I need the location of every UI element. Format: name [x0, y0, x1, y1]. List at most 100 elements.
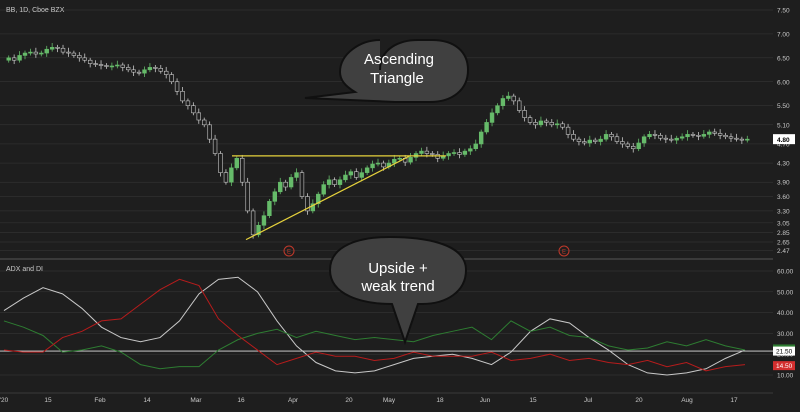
candle-body	[142, 69, 147, 74]
candle-body	[696, 135, 701, 137]
adx-tick-label: 10.00	[777, 373, 794, 380]
candle-body	[446, 153, 451, 157]
candle-body	[527, 117, 533, 123]
candle-body	[538, 120, 544, 126]
candle-body	[364, 167, 370, 173]
candle-body	[305, 196, 310, 212]
time-axis: '20 15 Feb 14 Mar 16 Apr 20 May 18 Jun 15 Jul 20 Aug 17	[0, 392, 773, 404]
candle-body	[316, 193, 321, 205]
candle-body	[337, 179, 343, 185]
candle-body	[582, 141, 587, 144]
badge-label-adx: 21.50	[776, 349, 793, 356]
candle-body	[22, 52, 28, 56]
symbol-label: BB, 1D, Cboe BZX	[6, 7, 65, 14]
price-tick-label: 2.47	[777, 248, 790, 255]
price-tick-label: 5.10	[777, 122, 790, 129]
price-tick-label: 4.30	[777, 161, 790, 168]
candle-body	[636, 142, 641, 150]
candle-body	[587, 139, 592, 144]
candle-body	[690, 134, 696, 136]
candle-body	[712, 131, 717, 134]
earnings-marker[interactable]	[283, 245, 295, 257]
candle-body	[544, 120, 549, 123]
callout-line-1: Upside +	[368, 260, 428, 277]
time-tick-label: Feb	[94, 397, 106, 404]
candle-body	[49, 47, 55, 50]
candle-body	[299, 172, 305, 197]
candle-body	[87, 59, 93, 64]
time-tick-label: Apr	[288, 397, 299, 404]
candle-body	[180, 91, 185, 102]
price-tick-label: 7.50	[777, 8, 790, 15]
candle-body	[506, 95, 511, 99]
candle-body	[516, 100, 522, 111]
candle-body	[674, 137, 679, 141]
candle-body	[17, 55, 22, 61]
candle-body	[745, 138, 750, 141]
candle-body	[288, 177, 294, 188]
candles	[6, 43, 750, 239]
candle-body	[359, 172, 364, 178]
candle-body	[125, 67, 131, 71]
time-tick-label: Mar	[190, 397, 202, 404]
candle-body	[392, 158, 397, 164]
candle-body	[739, 138, 745, 141]
candle-body	[39, 52, 44, 55]
adx-tick-label: 30.00	[777, 331, 794, 338]
candle-body	[153, 67, 158, 69]
support-line	[245, 155, 411, 241]
time-tick-label: 15	[44, 397, 52, 404]
candle-body	[685, 134, 690, 138]
candle-body	[641, 136, 647, 144]
candle-body	[489, 112, 495, 123]
candle-body	[555, 123, 560, 126]
candle-body	[663, 137, 669, 140]
candle-body	[647, 134, 652, 138]
candle-body	[473, 143, 478, 150]
time-tick-label: 20	[345, 397, 353, 404]
candle-body	[603, 134, 609, 140]
candle-body	[484, 122, 489, 133]
candle-body	[55, 47, 60, 49]
candle-body	[212, 138, 218, 154]
candle-body	[669, 138, 674, 141]
candle-body	[348, 171, 354, 176]
candle-body	[131, 69, 136, 73]
candle-body	[375, 162, 381, 165]
candle-body	[549, 122, 554, 126]
candle-body	[82, 57, 87, 61]
candle-body	[158, 68, 163, 72]
adx-di-lines	[3, 276, 746, 376]
price-tick-label: 6.00	[777, 79, 790, 86]
candle-body	[218, 153, 223, 173]
time-tick-label: 15	[529, 397, 537, 404]
candle-body	[283, 181, 288, 188]
candle-body	[250, 210, 256, 236]
candle-body	[147, 67, 153, 71]
candle-body	[593, 139, 598, 142]
candle-body	[60, 47, 66, 53]
price-pane: BB, 1D, Cboe BZX 7.50 7.00 6.50 6.00 5.50 5.1…	[6, 7, 795, 257]
candle-body	[354, 171, 359, 178]
candle-body	[468, 148, 473, 152]
time-tick-label: May	[383, 397, 396, 404]
candle-body	[728, 136, 734, 139]
callout-line-2: Triangle	[370, 70, 424, 87]
callout-upside-weak-trend: Upside + weak trend	[328, 235, 468, 346]
time-tick-label: 16	[237, 397, 245, 404]
callout-line-1: Ascending	[364, 51, 434, 68]
candle-body	[609, 134, 614, 138]
candle-body	[701, 134, 707, 137]
candle-body	[66, 51, 71, 54]
adx-tick-label: 60.00	[777, 269, 794, 276]
time-tick-label: 18	[436, 397, 444, 404]
candle-body	[294, 172, 299, 178]
earnings-marker[interactable]	[558, 245, 570, 257]
price-tick-label: 3.05	[777, 220, 790, 227]
candle-body	[370, 163, 375, 169]
candle-body	[6, 57, 11, 61]
candle-body	[495, 105, 500, 114]
candle-body	[207, 124, 212, 140]
candle-body	[93, 63, 98, 65]
